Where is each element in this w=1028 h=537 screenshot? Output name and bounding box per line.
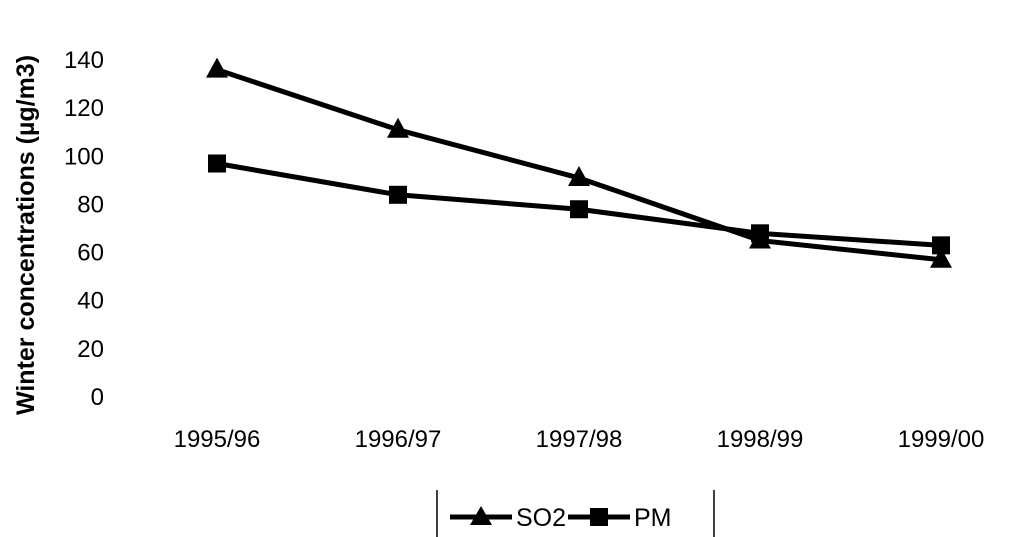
so2-data-point	[568, 165, 590, 186]
y-tick-label: 40	[77, 288, 104, 315]
y-axis-ticks: 0 20 40 60 80 100 120 140	[64, 47, 104, 411]
so2-data-point	[206, 57, 228, 78]
y-tick-label: 60	[77, 240, 104, 267]
legend-pm-square-marker	[590, 508, 608, 526]
x-tick-label: 1998/99	[717, 426, 804, 453]
x-tick-label: 1997/98	[536, 426, 623, 453]
legend-item-pm: PM	[568, 504, 672, 532]
x-tick-label: 1996/97	[355, 426, 442, 453]
so2-data-point	[930, 247, 952, 268]
legend-item-so2: SO2	[450, 504, 566, 532]
y-tick-label: 100	[64, 143, 104, 170]
pm-data-point	[751, 224, 769, 243]
so2-data-point	[387, 117, 409, 138]
pm-data-point	[570, 200, 588, 219]
legend: SO2 PM	[436, 490, 715, 537]
pm-data-point	[208, 154, 226, 173]
legend-pm-label: PM	[634, 504, 672, 532]
y-tick-label: 80	[77, 191, 104, 218]
legend-so2-triangle-marker	[470, 506, 492, 525]
x-tick-label: 1999/00	[898, 426, 985, 453]
so2-series-line	[216, 67, 942, 263]
pm-data-point	[389, 185, 407, 204]
legend-so2-label: SO2	[516, 504, 566, 532]
y-tick-label: 120	[64, 95, 104, 122]
pm-data-point	[932, 236, 950, 255]
y-tick-label: 140	[64, 47, 104, 74]
x-axis-ticks: 1995/96 1996/97 1997/98 1998/99 1999/00	[174, 426, 985, 453]
y-tick-label: 0	[91, 384, 104, 411]
series-layer	[206, 57, 952, 268]
y-tick-label: 20	[77, 336, 104, 363]
y-axis-label: Winter concentrations (µg/m3)	[12, 55, 40, 415]
x-tick-label: 1995/96	[174, 426, 261, 453]
